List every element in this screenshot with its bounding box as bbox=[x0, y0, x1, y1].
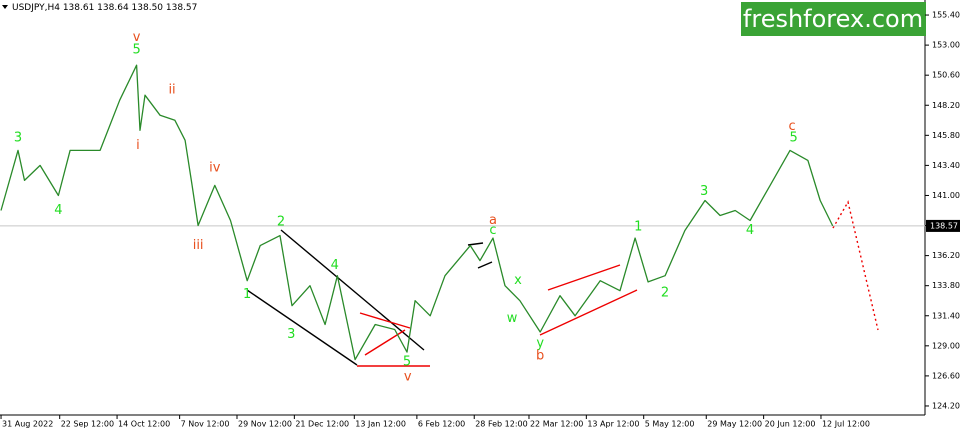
wave-label: 4 bbox=[54, 203, 62, 218]
x-tick-label: 13 Jan 12:00 bbox=[355, 420, 406, 429]
y-tick-label: 124.20 bbox=[932, 401, 960, 410]
wave-label: w bbox=[507, 311, 518, 326]
wave-label: v bbox=[133, 30, 141, 45]
channel-line bbox=[539, 289, 638, 336]
x-tick-label: 31 Aug 2022 bbox=[2, 420, 53, 429]
x-tick-label: 12 Jul 12:00 bbox=[822, 420, 870, 429]
wave-label: 3 bbox=[287, 327, 295, 342]
x-tick-label: 22 Sep 12:00 bbox=[61, 420, 114, 429]
y-tick-label: 150.60 bbox=[932, 71, 960, 80]
x-tick-label: 6 Feb 12:00 bbox=[418, 420, 465, 429]
wave-label: 4 bbox=[331, 258, 339, 273]
flag-line bbox=[477, 261, 493, 269]
chart-title: USDJPY,H4 138.61 138.64 138.50 138.57 bbox=[12, 3, 197, 13]
plot-area bbox=[0, 0, 925, 415]
flag-line bbox=[467, 242, 484, 246]
x-tick-label: 14 Oct 12:00 bbox=[118, 420, 170, 429]
y-tick-label: 141.00 bbox=[932, 191, 960, 200]
forecast-path bbox=[832, 200, 879, 331]
wave-label: 1 bbox=[243, 287, 251, 302]
wave-label: 5 bbox=[403, 355, 411, 370]
x-tick-label: 20 Jun 12:00 bbox=[765, 420, 816, 429]
x-tick-label: 29 Nov 12:00 bbox=[238, 420, 292, 429]
title-icon bbox=[2, 5, 8, 9]
wave-label: 5 bbox=[132, 43, 140, 58]
channel-line bbox=[547, 264, 621, 291]
y-tick-label: 143.40 bbox=[932, 161, 960, 170]
wave-label: iii bbox=[193, 238, 204, 253]
x-tick-label: 13 Apr 12:00 bbox=[587, 420, 639, 429]
x-tick-label: 29 May 12:00 bbox=[707, 420, 762, 429]
wave-label: x bbox=[514, 273, 522, 288]
channel-line bbox=[280, 229, 425, 351]
wave-label: 1 bbox=[634, 219, 642, 234]
wave-markup bbox=[246, 200, 879, 367]
y-tick-label: 136.20 bbox=[932, 251, 960, 260]
y-tick-label: 155.40 bbox=[932, 11, 960, 20]
wave-label: 2 bbox=[661, 286, 669, 301]
x-tick-label: 5 May 12:00 bbox=[645, 420, 695, 429]
triangle-line bbox=[359, 312, 411, 329]
wave-label: y bbox=[536, 336, 544, 351]
x-tick-label: 22 Mar 12:00 bbox=[530, 420, 583, 429]
brand-logo: freshforex.com bbox=[743, 5, 923, 33]
wave-label: 4 bbox=[746, 223, 754, 238]
y-tick-label: 126.60 bbox=[932, 371, 960, 380]
last-price-tag bbox=[926, 219, 960, 232]
y-tick-label: 133.80 bbox=[932, 281, 960, 290]
brand-box bbox=[741, 2, 926, 36]
wave-label: iv bbox=[209, 160, 221, 175]
wave-label: 2 bbox=[277, 214, 285, 229]
x-tick-label: 7 Nov 12:00 bbox=[181, 420, 230, 429]
x-tick-label: 21 Dec 12:00 bbox=[295, 420, 349, 429]
x-tick-label: 28 Feb 12:00 bbox=[475, 420, 527, 429]
wave-label: i bbox=[136, 138, 140, 153]
y-tick-label: 148.20 bbox=[932, 101, 960, 110]
y-tick-label: 129.00 bbox=[932, 341, 960, 350]
wave-label: c bbox=[489, 223, 496, 238]
price-line bbox=[0, 64, 834, 361]
y-tick-label: 153.00 bbox=[932, 41, 960, 50]
wave-label: 3 bbox=[700, 184, 708, 199]
wave-label: c bbox=[788, 119, 795, 134]
channel-line bbox=[246, 289, 358, 366]
wave-label: 3 bbox=[14, 130, 22, 145]
wave-label: v bbox=[404, 370, 412, 385]
y-tick-label: 145.80 bbox=[932, 131, 960, 140]
wave-label: 5 bbox=[789, 130, 797, 145]
wave-label: a bbox=[489, 213, 497, 228]
last-price-label: 138.57 bbox=[930, 221, 958, 230]
y-tick-label: 131.40 bbox=[932, 311, 960, 320]
triangle-line bbox=[364, 329, 406, 356]
wave-label: ii bbox=[168, 83, 175, 98]
wave-label: b bbox=[536, 348, 544, 363]
